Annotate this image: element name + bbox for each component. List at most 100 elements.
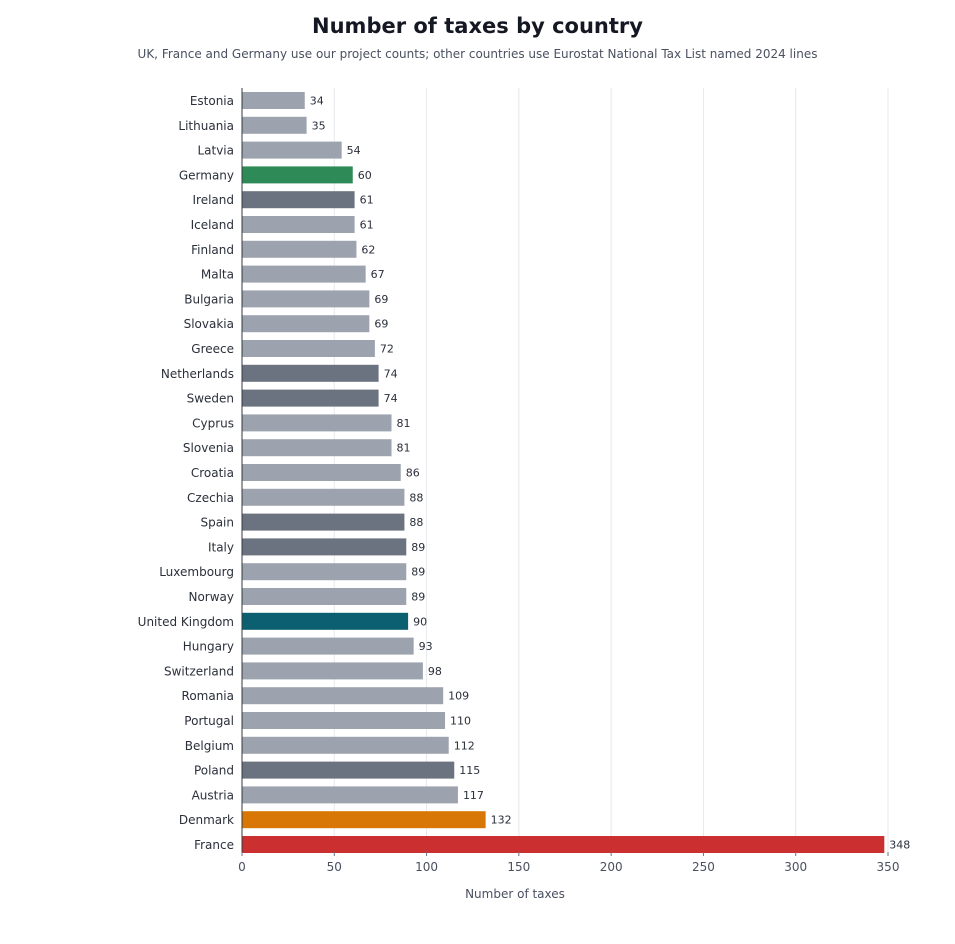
category-label: Czechia	[187, 491, 234, 505]
chart-subtitle: UK, France and Germany use our project c…	[137, 47, 818, 61]
value-label: 117	[463, 789, 484, 802]
category-label: Poland	[194, 764, 234, 778]
category-label: Germany	[179, 168, 234, 182]
value-label: 35	[312, 119, 326, 132]
category-label: Norway	[188, 590, 234, 604]
bar	[242, 712, 446, 729]
bar	[242, 290, 370, 308]
value-label: 109	[448, 690, 469, 703]
value-label: 81	[397, 442, 411, 455]
category-label: Estonia	[190, 94, 234, 108]
value-label: 67	[371, 268, 385, 281]
category-label: Croatia	[191, 466, 234, 480]
category-label: Italy	[208, 540, 234, 554]
x-axis-label: Number of taxes	[465, 887, 565, 901]
category-label: Greece	[191, 342, 234, 356]
value-label: 81	[397, 417, 411, 430]
bar	[242, 761, 455, 779]
category-label: Bulgaria	[184, 292, 234, 306]
value-label: 98	[428, 665, 442, 678]
category-label: Austria	[192, 788, 234, 802]
category-label: Slovakia	[184, 317, 234, 331]
value-label: 74	[384, 367, 398, 380]
category-label: Luxembourg	[159, 565, 234, 579]
bar	[242, 464, 401, 481]
category-label: Denmark	[179, 813, 234, 827]
bar	[242, 315, 370, 333]
category-label: Sweden	[187, 392, 234, 406]
bar	[242, 538, 407, 556]
value-label: 348	[889, 839, 910, 852]
x-tick-label: 350	[877, 860, 900, 874]
bar	[242, 240, 357, 258]
category-label: Ireland	[192, 193, 234, 207]
chart-title: Number of taxes by country	[312, 14, 643, 38]
category-label: Finland	[191, 243, 234, 257]
bar	[242, 513, 405, 531]
x-tick-label: 100	[415, 860, 438, 874]
category-label: Spain	[200, 516, 234, 530]
bar	[242, 166, 353, 184]
bar	[242, 563, 407, 581]
bar	[242, 786, 458, 804]
bar	[242, 265, 366, 283]
bar	[242, 662, 423, 680]
bar	[242, 116, 307, 134]
category-label: Portugal	[184, 714, 234, 728]
bar	[242, 414, 392, 432]
bar	[242, 439, 392, 457]
bar	[242, 588, 407, 605]
value-label: 60	[358, 169, 372, 182]
value-label: 93	[419, 640, 433, 653]
bar	[242, 141, 342, 159]
category-label: Malta	[201, 268, 234, 282]
value-label: 69	[374, 293, 388, 306]
value-label: 132	[491, 814, 512, 827]
value-label: 72	[380, 343, 394, 356]
value-label: 61	[360, 219, 374, 232]
category-label: France	[194, 838, 234, 852]
bar	[242, 92, 305, 109]
value-label: 110	[450, 715, 471, 728]
category-label: United Kingdom	[138, 615, 234, 629]
value-label: 61	[360, 194, 374, 207]
value-label: 54	[347, 144, 361, 157]
bar	[242, 612, 409, 630]
x-tick-label: 200	[600, 860, 623, 874]
category-label: Romania	[182, 689, 234, 703]
category-label: Lithuania	[178, 119, 234, 133]
value-label: 89	[411, 541, 425, 554]
category-label: Cyprus	[192, 416, 234, 430]
x-tick-label: 50	[327, 860, 342, 874]
bar	[242, 389, 379, 407]
category-label: Iceland	[191, 218, 234, 232]
category-label: Belgium	[185, 739, 234, 753]
x-tick-label: 300	[784, 860, 807, 874]
bar	[242, 736, 449, 754]
bar	[242, 488, 405, 506]
value-label: 112	[454, 739, 475, 752]
category-label: Switzerland	[164, 664, 234, 678]
bar	[242, 216, 355, 233]
value-label: 62	[361, 243, 375, 256]
category-label: Netherlands	[161, 367, 234, 381]
bar	[242, 637, 414, 655]
category-label: Latvia	[197, 144, 234, 158]
x-tick-label: 250	[692, 860, 715, 874]
value-label: 34	[310, 95, 324, 108]
value-label: 89	[411, 566, 425, 579]
value-label: 89	[411, 591, 425, 604]
bar	[242, 836, 885, 853]
value-label: 88	[409, 516, 423, 529]
x-tick-label: 0	[238, 860, 246, 874]
bar	[242, 191, 355, 209]
bar	[242, 364, 379, 382]
value-label: 90	[413, 615, 427, 628]
x-tick-label: 150	[507, 860, 530, 874]
category-label: Slovenia	[183, 441, 234, 455]
value-label: 69	[374, 318, 388, 331]
bar	[242, 811, 486, 829]
value-label: 88	[409, 491, 423, 504]
